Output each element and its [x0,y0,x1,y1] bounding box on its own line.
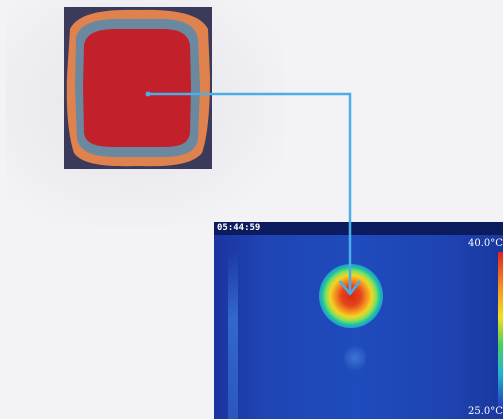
simulation-panel [64,7,212,169]
thermal-edge-band [228,252,238,419]
scale-max-label: 40.0°C [468,238,503,249]
thermal-reflection [344,344,366,372]
scale-min-label: 25.0°C [468,406,503,417]
arrow-head [339,280,361,296]
thermal-image-panel: 05:44:59 40.0°C 25.0°C [214,222,503,419]
thermal-timestamp: 05:44:59 [217,223,261,233]
cell-core [83,29,191,147]
thermal-topbar: 05:44:59 [214,222,503,235]
temperature-scale-bar [498,252,503,407]
simulation-image [66,9,210,167]
connector-line [148,92,352,292]
